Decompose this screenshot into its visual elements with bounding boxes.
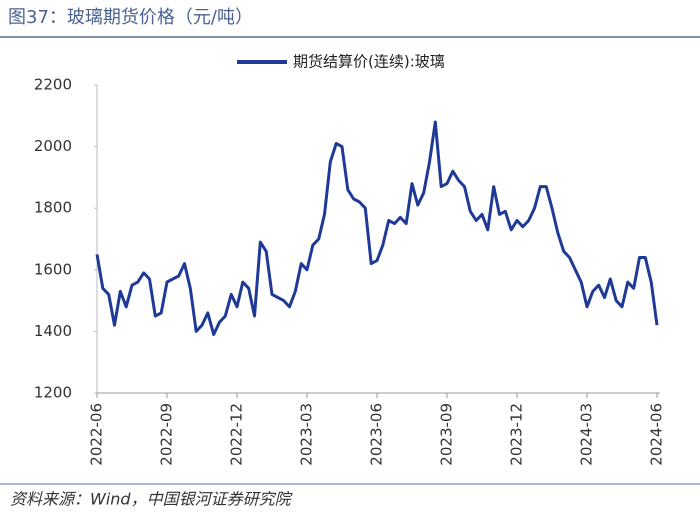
x-tick-label: 2024-06 xyxy=(648,403,666,466)
x-tick-label: 2022-12 xyxy=(228,403,246,466)
legend-label: 期货结算价(连续):玻璃 xyxy=(293,53,445,71)
y-tick-label: 1800 xyxy=(34,199,72,217)
chart-title: 图37：玻璃期货价格（元/吨） xyxy=(8,7,253,28)
x-tick-label: 2023-09 xyxy=(438,403,456,466)
x-tick-label: 2023-06 xyxy=(368,403,386,466)
y-tick-label: 1400 xyxy=(34,322,72,340)
line xyxy=(95,120,659,336)
source: 资料来源：Wind，中国银河证券研究院 xyxy=(10,490,294,509)
x-tick-label: 2022-06 xyxy=(88,403,106,466)
y-tick-label: 1200 xyxy=(34,384,72,402)
y-tick-label: 2000 xyxy=(34,137,72,155)
x-tick-label: 2022-09 xyxy=(158,403,176,466)
y-tick-label: 2200 xyxy=(34,76,72,94)
y-tick-label: 1600 xyxy=(34,260,72,278)
x-tick-label: 2024-03 xyxy=(578,403,596,466)
x-tick-label: 2023-03 xyxy=(298,403,316,466)
x-tick-label: 2023-12 xyxy=(508,403,526,466)
